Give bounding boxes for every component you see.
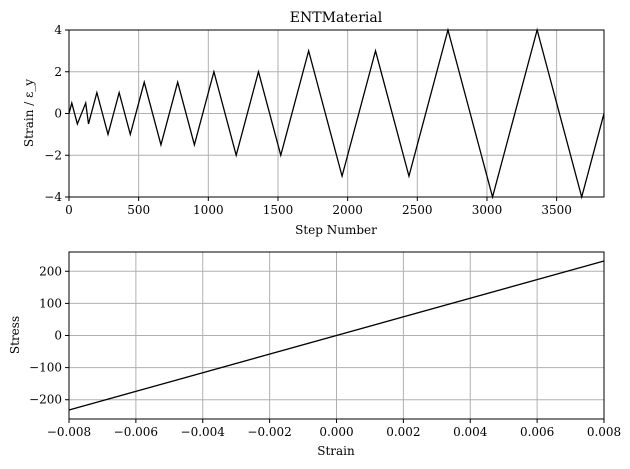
strain-history-panel: ENTMaterial 0 500 1000 1500 2000 2500 3000 3500… xyxy=(22,10,605,237)
strain-series-line xyxy=(68,27,605,200)
y-tick-label: −100 xyxy=(29,361,62,375)
stress-strain-line xyxy=(68,260,605,411)
x-tick-label: 2000 xyxy=(332,203,363,217)
grid xyxy=(68,29,604,198)
y-axis-label: Strain / ε_y xyxy=(22,79,36,147)
x-tick-label: 2500 xyxy=(402,203,433,217)
x-tick-label: 0.008 xyxy=(587,425,621,439)
x-tick-label: 0.000 xyxy=(319,425,353,439)
chart-title: ENTMaterial xyxy=(290,10,383,26)
x-tick-label: 1500 xyxy=(263,203,294,217)
stress-strain-panel: −0.008 −0.006 −0.004 −0.002 0.000 0.002 0.004 0… xyxy=(8,251,621,458)
x-axis-label: Strain xyxy=(317,444,355,458)
x-axis-label: Step Number xyxy=(295,223,377,237)
y-tick-label: 200 xyxy=(39,264,62,278)
x-tick-label: 3000 xyxy=(472,203,503,217)
x-tick-label: −0.004 xyxy=(181,425,226,439)
x-tick-label: −0.006 xyxy=(114,425,158,439)
axis-ticks: −0.008 −0.006 −0.004 −0.002 0.000 0.002 0.004 0… xyxy=(29,264,621,439)
x-tick-label: 500 xyxy=(127,203,150,217)
y-tick-label: 0 xyxy=(54,329,62,343)
y-tick-label: −4 xyxy=(44,190,62,204)
x-tick-label: −0.002 xyxy=(247,425,291,439)
x-tick-label: 3500 xyxy=(541,203,572,217)
y-axis-label: Stress xyxy=(8,316,22,354)
y-tick-label: −2 xyxy=(44,148,62,162)
x-tick-label: 0.004 xyxy=(453,425,488,439)
x-tick-label: 0.006 xyxy=(520,425,554,439)
y-tick-label: 2 xyxy=(54,65,62,79)
x-tick-label: 1000 xyxy=(193,203,224,217)
y-tick-label: 100 xyxy=(39,296,62,310)
x-tick-label: 0 xyxy=(65,203,73,217)
y-tick-label: −200 xyxy=(29,393,62,407)
y-tick-label: 0 xyxy=(54,107,62,121)
y-tick-label: 4 xyxy=(54,23,62,37)
x-tick-label: 0.002 xyxy=(386,425,420,439)
axis-ticks: 0 500 1000 1500 2000 2500 3000 3500 −4 −2 0 2 4 xyxy=(44,23,572,217)
x-tick-label: −0.008 xyxy=(47,425,91,439)
